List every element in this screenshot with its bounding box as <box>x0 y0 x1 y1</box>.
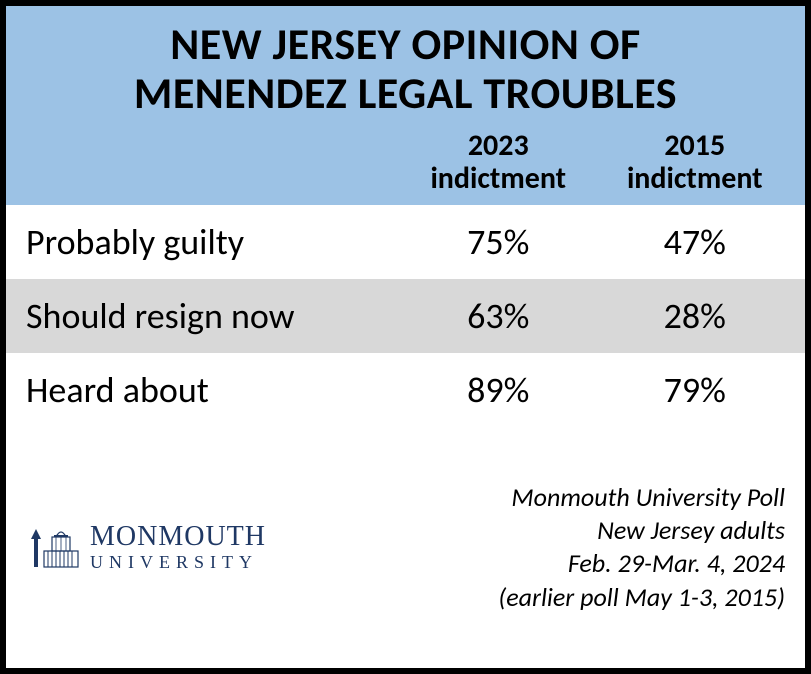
row-value-2015: 79% <box>597 368 794 412</box>
row-value-2023: 89% <box>400 368 597 412</box>
source-line-4: (earlier poll May 1-3, 2015) <box>498 581 785 614</box>
source-citation: Monmouth University Poll New Jersey adul… <box>498 481 785 614</box>
table-row: Probably guilty 75% 47% <box>6 205 805 279</box>
footer-block: MONMOUTH UNIVERSITY Monmouth University … <box>6 427 805 668</box>
col1-year: 2023 <box>400 129 597 162</box>
col2-year: 2015 <box>597 129 794 162</box>
table-row: Heard about 89% 79% <box>6 353 805 427</box>
logo-text: MONMOUTH UNIVERSITY <box>90 523 266 571</box>
column-spacer <box>18 129 400 195</box>
column-header-2023: 2023 indictment <box>400 129 597 195</box>
logo-word-university: UNIVERSITY <box>90 553 266 571</box>
col1-sub: indictment <box>400 162 597 195</box>
row-label: Heard about <box>18 368 400 412</box>
col2-sub: indictment <box>597 162 794 195</box>
row-value-2023: 75% <box>400 220 597 264</box>
source-line-2: New Jersey adults <box>498 514 785 547</box>
title-line-2: MENENDEZ LEGAL TROUBLES <box>18 69 793 118</box>
row-label: Should resign now <box>18 294 400 338</box>
row-value-2015: 28% <box>597 294 794 338</box>
title-line-1: NEW JERSEY OPINION OF <box>18 20 793 69</box>
monmouth-logo: MONMOUTH UNIVERSITY <box>26 519 266 575</box>
source-line-3: Feb. 29-Mar. 4, 2024 <box>498 547 785 580</box>
title-block: NEW JERSEY OPINION OF MENENDEZ LEGAL TRO… <box>6 6 805 129</box>
column-header-2015: 2015 indictment <box>597 129 794 195</box>
source-line-1: Monmouth University Poll <box>498 481 785 514</box>
building-icon <box>26 519 82 575</box>
row-value-2023: 63% <box>400 294 597 338</box>
table-row: Should resign now 63% 28% <box>6 279 805 353</box>
row-value-2015: 47% <box>597 220 794 264</box>
row-label: Probably guilty <box>18 220 400 264</box>
column-headers: 2023 indictment 2015 indictment <box>6 129 805 205</box>
poll-table-frame: NEW JERSEY OPINION OF MENENDEZ LEGAL TRO… <box>0 0 811 674</box>
logo-word-monmouth: MONMOUTH <box>90 523 266 551</box>
